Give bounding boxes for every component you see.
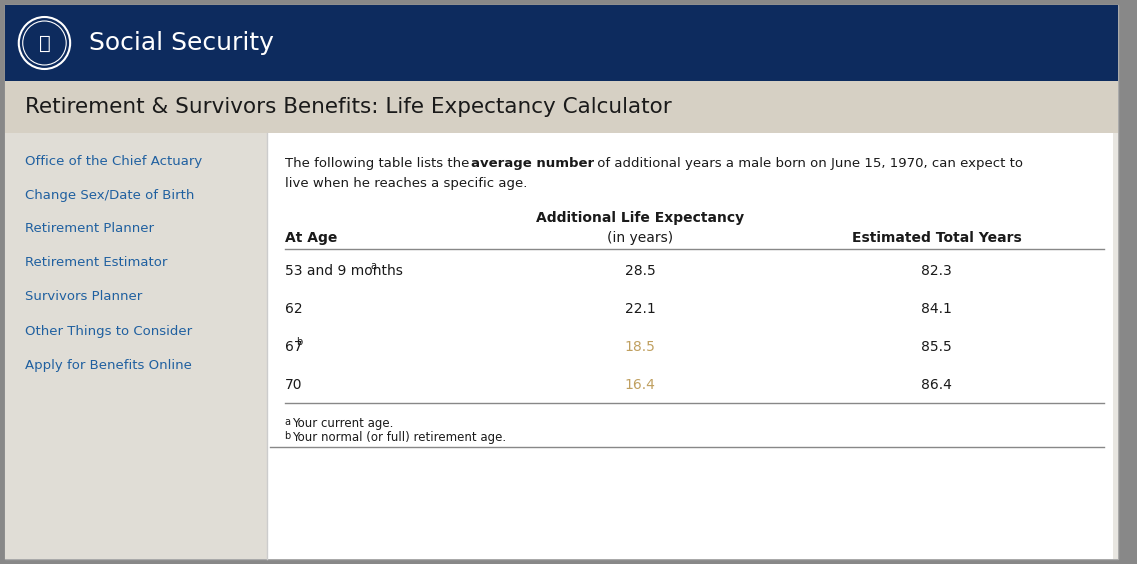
Text: 70: 70 [284, 378, 302, 392]
Text: of additional years a male born on June 15, 1970, can expect to: of additional years a male born on June … [592, 156, 1022, 170]
Text: average number: average number [471, 156, 594, 170]
Text: Change Sex/Date of Birth: Change Sex/Date of Birth [25, 188, 194, 201]
Text: Retirement Planner: Retirement Planner [25, 223, 153, 236]
Text: Office of the Chief Actuary: Office of the Chief Actuary [25, 155, 202, 168]
Text: 22.1: 22.1 [625, 302, 656, 316]
Text: Other Things to Consider: Other Things to Consider [25, 324, 192, 337]
FancyBboxPatch shape [5, 133, 267, 559]
Text: 62: 62 [284, 302, 302, 316]
Text: 18.5: 18.5 [625, 340, 656, 354]
Text: b: b [296, 337, 302, 347]
Text: (in years): (in years) [607, 231, 673, 245]
Text: 🦅: 🦅 [39, 33, 50, 52]
Text: Your current age.: Your current age. [292, 417, 393, 430]
FancyBboxPatch shape [267, 133, 1113, 559]
Text: Retirement & Survivors Benefits: Life Expectancy Calculator: Retirement & Survivors Benefits: Life Ex… [25, 97, 672, 117]
Text: Social Security: Social Security [89, 31, 274, 55]
Text: Estimated Total Years: Estimated Total Years [852, 231, 1021, 245]
Text: Survivors Planner: Survivors Planner [25, 290, 142, 303]
Text: 86.4: 86.4 [921, 378, 952, 392]
FancyBboxPatch shape [5, 133, 1119, 559]
Text: b: b [284, 431, 291, 441]
Text: a: a [284, 417, 291, 427]
FancyBboxPatch shape [5, 5, 1119, 559]
Text: 85.5: 85.5 [921, 340, 952, 354]
FancyBboxPatch shape [5, 81, 1119, 133]
Text: a: a [371, 261, 376, 271]
FancyBboxPatch shape [5, 5, 1119, 81]
Text: 67: 67 [284, 340, 302, 354]
Text: Retirement Estimator: Retirement Estimator [25, 257, 167, 270]
Text: 53 and 9 months: 53 and 9 months [284, 264, 402, 278]
Text: 28.5: 28.5 [625, 264, 656, 278]
Text: 82.3: 82.3 [921, 264, 952, 278]
Text: Apply for Benefits Online: Apply for Benefits Online [25, 359, 191, 372]
Text: 16.4: 16.4 [625, 378, 656, 392]
Text: Your normal (or full) retirement age.: Your normal (or full) retirement age. [292, 431, 507, 444]
Text: live when he reaches a specific age.: live when he reaches a specific age. [284, 177, 526, 190]
Text: Additional Life Expectancy: Additional Life Expectancy [537, 211, 745, 225]
Text: 84.1: 84.1 [921, 302, 952, 316]
Text: The following table lists the: The following table lists the [284, 156, 473, 170]
Text: At Age: At Age [284, 231, 337, 245]
